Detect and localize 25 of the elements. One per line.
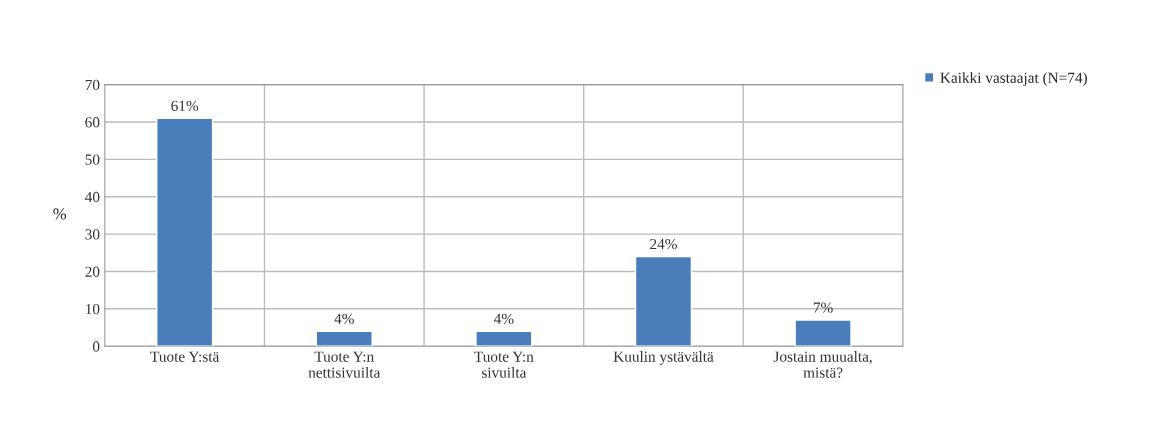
y-tick-label: 40	[85, 191, 100, 203]
x-tick-label: Tuote Y:stä	[150, 351, 220, 362]
data-label: 4%	[493, 313, 514, 325]
data-label: 24%	[650, 238, 677, 250]
y-tick-label: 30	[85, 229, 100, 240]
y-axis-title: %	[53, 208, 67, 220]
bar	[634, 255, 693, 347]
x-tick-label: Tuote Y:n sivuilta	[474, 351, 534, 378]
bar	[156, 117, 214, 347]
y-tick-label: 10	[86, 303, 100, 315]
data-label: 4%	[334, 313, 354, 325]
x-tick-label: Jostain muualta, mistä?	[773, 351, 872, 378]
legend-label: Kaikki vastaajat (N=74)	[940, 72, 1087, 87]
y-tick-label: 60	[85, 117, 100, 128]
y-tick-label: 20	[85, 266, 100, 277]
x-tick-label: Tuote Y:n nettisivuilta	[308, 351, 381, 378]
bar	[475, 330, 533, 347]
bar	[794, 319, 852, 347]
y-tick-label: 50	[85, 154, 100, 165]
x-tick-label: Kuulin ystävältä	[613, 351, 714, 365]
bar	[315, 330, 373, 347]
y-tick-label: 0	[92, 341, 100, 352]
data-label: 7%	[813, 302, 833, 313]
data-label: 61%	[171, 100, 199, 111]
y-tick-label: 70	[85, 79, 100, 91]
